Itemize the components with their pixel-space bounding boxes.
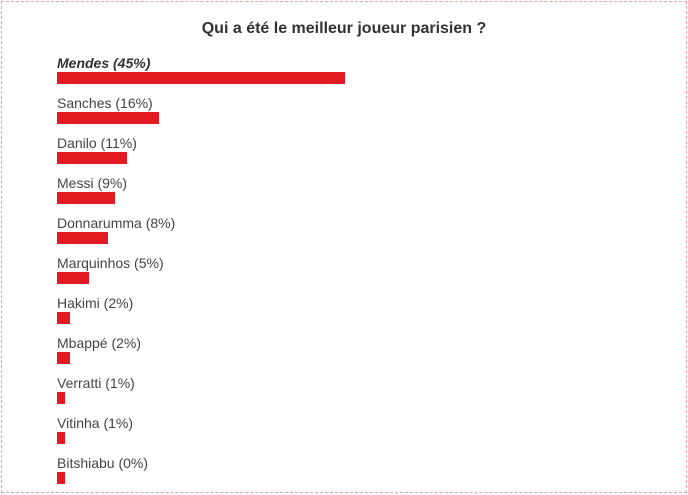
option-bar xyxy=(57,72,345,84)
poll-option: Donnarumma (8%) xyxy=(57,214,657,254)
poll-option: Verratti (1%) xyxy=(57,374,657,414)
option-bar xyxy=(57,272,89,284)
poll-option: Danilo (11%) xyxy=(57,134,657,174)
poll-option: Hakimi (2%) xyxy=(57,294,657,334)
option-bar xyxy=(57,312,70,324)
option-label: Donnarumma (8%) xyxy=(57,215,176,231)
option-bar xyxy=(57,352,70,364)
option-label: Danilo (11%) xyxy=(57,135,137,151)
option-label: Mbappé (2%) xyxy=(57,335,142,351)
option-bar xyxy=(57,472,65,484)
poll-option: Bitshiabu (0%) xyxy=(57,454,657,494)
option-label: Hakimi (2%) xyxy=(57,295,134,311)
option-label: Vitinha (1%) xyxy=(57,415,134,431)
option-bar xyxy=(57,432,65,444)
poll-title: Qui a été le meilleur joueur parisien ? xyxy=(201,20,487,37)
option-label: Marquinhos (5%) xyxy=(57,255,164,271)
poll-option: Mendes (45%) xyxy=(57,54,657,94)
poll-option: Mbappé (2%) xyxy=(57,334,657,374)
poll-option: Sanches (16%) xyxy=(57,94,657,134)
option-bar xyxy=(57,232,108,244)
option-bar xyxy=(57,192,115,204)
option-bar xyxy=(57,152,127,164)
option-bar xyxy=(57,112,159,124)
poll-option: Vitinha (1%) xyxy=(57,414,657,454)
option-label: Sanches (16%) xyxy=(57,95,153,111)
poll-option: Messi (9%) xyxy=(57,174,657,214)
poll-option: Marquinhos (5%) xyxy=(57,254,657,294)
poll-results: Mendes (45%) Sanches (16%) Danilo (11%) … xyxy=(57,54,657,494)
option-label: Mendes (45%) xyxy=(57,55,151,71)
option-bar xyxy=(57,392,65,404)
option-label: Bitshiabu (0%) xyxy=(57,455,149,471)
option-label: Messi (9%) xyxy=(57,175,128,191)
option-label: Verratti (1%) xyxy=(57,375,135,391)
